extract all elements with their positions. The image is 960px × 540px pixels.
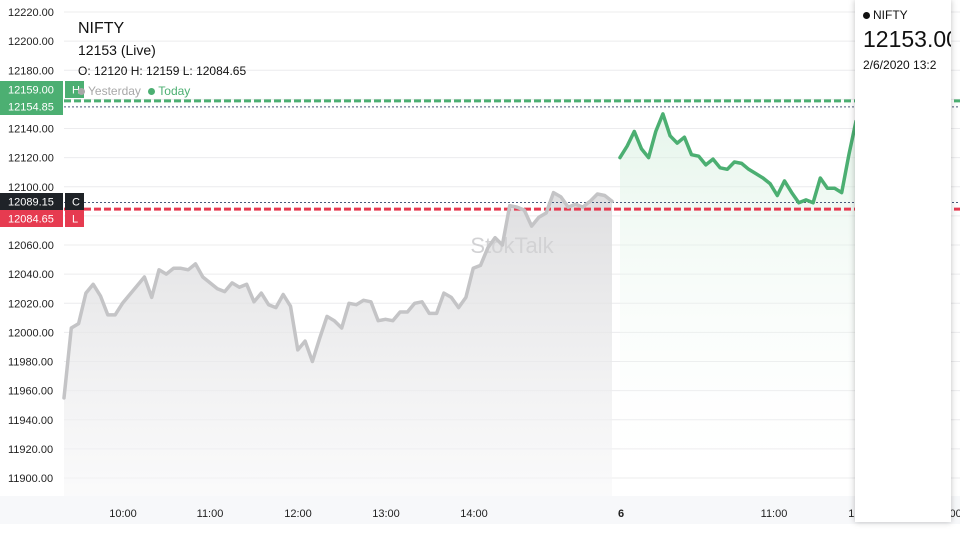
level-price-badge (0, 98, 63, 115)
x-axis-band (0, 496, 960, 524)
series-line-0 (62, 190, 614, 400)
y-tick-label: 12120.00 (8, 153, 54, 165)
dot-icon (78, 88, 85, 96)
y-tick-label: 12140.00 (8, 124, 54, 136)
y-tick-label: 12060.00 (8, 240, 54, 252)
y-tick-label: 11940.00 (8, 415, 53, 427)
live-price: 12153 (Live) (78, 42, 156, 58)
y-tick-label: 12200.00 (8, 36, 54, 48)
x-tick-label: 12:00 (284, 508, 312, 520)
level-tag-badge (65, 193, 84, 210)
level-price-badge (0, 193, 63, 210)
y-tick-label: 11900.00 (8, 473, 53, 485)
watermark: StokTalk (470, 233, 554, 258)
legend-today[interactable]: Today (148, 84, 190, 98)
level-price-label: 12089.15 (8, 197, 54, 209)
level-price-label: 12084.65 (8, 214, 54, 226)
x-tick-label: 10:00 (109, 508, 137, 520)
level-price-label: 12159.00 (8, 85, 54, 97)
y-tick-label: 11920.00 (8, 444, 53, 456)
x-tick-label: 11:00 (761, 508, 788, 520)
tooltip-symbol: NIFTY (863, 8, 908, 22)
dot-icon (863, 12, 870, 20)
x-tick-label: 6 (618, 508, 624, 520)
y-axis: 11900.00 11920.00 11940.00 11960.00 11980.00… (8, 7, 54, 485)
level-price-badge (0, 210, 63, 227)
y-tick-label: 11980.00 (8, 357, 53, 369)
y-tick-label: 12220.00 (8, 7, 54, 19)
ohlc-summary: O: 12120 H: 12159 L: 12084.65 (78, 64, 247, 78)
level-lines (64, 99, 960, 211)
y-tick-label: 12180.00 (8, 65, 54, 77)
y-tick-label: 12100.00 (8, 182, 54, 194)
x-tick-label: 11:00 (197, 508, 224, 520)
legend-yesterday-label: Yesterday (88, 84, 141, 98)
y-tick-label: 12020.00 (8, 298, 54, 310)
y-tick-label: 12000.00 (8, 327, 54, 339)
legend-today-label: Today (158, 84, 191, 98)
level-tag-badge (65, 210, 84, 227)
tooltip-value: 12153.00 (863, 26, 951, 52)
tooltip-datetime: 2/6/2020 13:2 (863, 58, 937, 72)
legend-yesterday[interactable]: Yesterday (78, 84, 141, 98)
symbol-title: NIFTY (78, 20, 125, 37)
level-price-label: 12154.85 (8, 102, 54, 114)
series-legend: Yesterday Today (78, 84, 246, 98)
level-price-badge (0, 81, 63, 98)
y-tick-label: 12040.00 (8, 269, 54, 281)
area-fills (64, 108, 949, 496)
chart-legend: NIFTY 12153 (Live) O: 12120 H: 12159 L: … (78, 20, 246, 98)
x-tick-label: 13:00 (372, 508, 400, 520)
level-tag-label: C (72, 197, 80, 209)
level-tag-label: H (72, 85, 80, 97)
tooltip-symbol-label: NIFTY (873, 8, 908, 22)
x-tick-label: 14:00 (460, 508, 488, 520)
dot-icon (148, 88, 156, 96)
y-tick-label: 11960.00 (8, 386, 53, 398)
crosshair-tooltip: NIFTY 12153.00 2/6/2020 13:2 (855, 0, 951, 522)
level-tag-label: L (72, 214, 78, 226)
